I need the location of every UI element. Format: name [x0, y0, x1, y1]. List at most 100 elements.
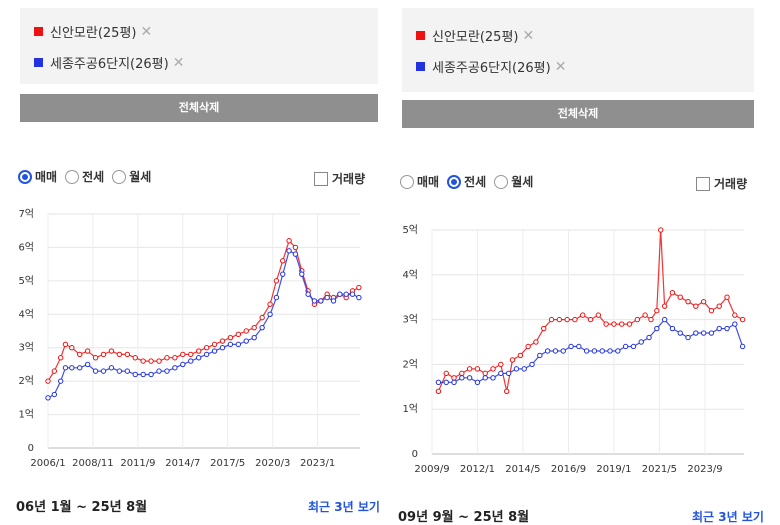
- data-point[interactable]: [459, 375, 465, 381]
- data-point[interactable]: [607, 348, 613, 354]
- checkbox[interactable]: [314, 171, 328, 186]
- data-point[interactable]: [716, 303, 722, 309]
- radio-monthly[interactable]: 월세: [494, 173, 533, 190]
- data-point[interactable]: [330, 298, 337, 304]
- data-point[interactable]: [100, 351, 107, 358]
- data-point[interactable]: [235, 331, 242, 338]
- data-point[interactable]: [739, 316, 746, 323]
- data-point[interactable]: [273, 278, 280, 284]
- data-point[interactable]: [685, 334, 691, 341]
- data-point[interactable]: [69, 365, 75, 371]
- volume-toggle[interactable]: 거래량: [314, 170, 365, 187]
- data-point[interactable]: [156, 368, 162, 374]
- data-point[interactable]: [587, 316, 594, 323]
- data-point[interactable]: [62, 365, 69, 371]
- data-point[interactable]: [661, 316, 668, 323]
- data-point[interactable]: [132, 371, 138, 378]
- data-point[interactable]: [669, 290, 676, 296]
- data-point[interactable]: [251, 334, 257, 341]
- data-point[interactable]: [521, 366, 527, 372]
- data-point[interactable]: [100, 368, 107, 374]
- data-point[interactable]: [685, 298, 691, 305]
- data-point[interactable]: [572, 316, 578, 323]
- data-point[interactable]: [693, 303, 699, 309]
- data-point[interactable]: [525, 343, 531, 350]
- data-point[interactable]: [180, 361, 186, 368]
- data-point[interactable]: [188, 351, 194, 358]
- data-point[interactable]: [227, 334, 234, 341]
- data-point[interactable]: [57, 378, 64, 384]
- data-point[interactable]: [124, 368, 131, 374]
- close-icon[interactable]: ✕: [140, 23, 153, 40]
- data-point[interactable]: [576, 343, 582, 350]
- data-point[interactable]: [195, 355, 202, 361]
- data-point[interactable]: [243, 328, 249, 334]
- data-point[interactable]: [498, 361, 504, 368]
- data-point[interactable]: [251, 324, 257, 331]
- data-point[interactable]: [724, 325, 730, 332]
- data-point[interactable]: [648, 316, 654, 323]
- data-point[interactable]: [443, 370, 449, 377]
- data-point[interactable]: [451, 375, 457, 381]
- data-point[interactable]: [211, 348, 218, 354]
- data-point[interactable]: [591, 348, 598, 354]
- data-point[interactable]: [490, 375, 496, 381]
- data-point[interactable]: [482, 375, 488, 381]
- data-point[interactable]: [124, 351, 131, 358]
- data-point[interactable]: [482, 370, 488, 377]
- data-point[interactable]: [45, 395, 51, 401]
- data-point[interactable]: [164, 368, 170, 374]
- data-point[interactable]: [474, 366, 481, 372]
- data-point[interactable]: [603, 321, 609, 327]
- data-point[interactable]: [560, 348, 566, 354]
- data-point[interactable]: [45, 378, 51, 384]
- data-point[interactable]: [466, 375, 473, 381]
- data-point[interactable]: [451, 379, 457, 386]
- data-point[interactable]: [51, 391, 58, 398]
- data-point[interactable]: [580, 312, 586, 318]
- data-point[interactable]: [724, 294, 730, 300]
- data-point[interactable]: [267, 311, 273, 317]
- radio-sale[interactable]: 매매: [400, 173, 439, 190]
- data-point[interactable]: [349, 291, 356, 297]
- data-point[interactable]: [646, 334, 652, 341]
- radio-jeonse[interactable]: 전세: [447, 173, 486, 190]
- data-point[interactable]: [92, 368, 99, 374]
- checkbox[interactable]: [696, 176, 710, 191]
- data-point[interactable]: [498, 370, 504, 377]
- data-point[interactable]: [273, 294, 280, 301]
- data-point[interactable]: [311, 298, 318, 304]
- data-point[interactable]: [243, 338, 249, 344]
- data-point[interactable]: [474, 379, 481, 386]
- data-point[interactable]: [505, 370, 512, 377]
- data-point[interactable]: [700, 298, 707, 305]
- data-point[interactable]: [732, 321, 738, 327]
- data-point[interactable]: [654, 307, 660, 314]
- data-point[interactable]: [630, 343, 637, 350]
- data-point[interactable]: [517, 352, 524, 359]
- data-point[interactable]: [642, 312, 648, 318]
- data-point[interactable]: [164, 355, 170, 361]
- data-point[interactable]: [108, 348, 115, 354]
- data-point[interactable]: [280, 258, 286, 264]
- data-point[interactable]: [466, 366, 473, 372]
- data-point[interactable]: [172, 365, 178, 371]
- data-point[interactable]: [732, 312, 738, 318]
- data-point[interactable]: [638, 339, 644, 345]
- data-point[interactable]: [552, 348, 559, 354]
- data-point[interactable]: [669, 325, 676, 332]
- data-point[interactable]: [677, 294, 683, 300]
- data-point[interactable]: [490, 366, 496, 372]
- data-point[interactable]: [286, 238, 292, 244]
- data-point[interactable]: [583, 348, 590, 354]
- data-point[interactable]: [108, 365, 115, 371]
- data-point[interactable]: [116, 368, 123, 374]
- data-point[interactable]: [619, 321, 625, 327]
- data-point[interactable]: [708, 307, 715, 314]
- data-point[interactable]: [132, 355, 138, 361]
- data-point[interactable]: [318, 298, 324, 304]
- data-point[interactable]: [267, 301, 273, 307]
- data-point[interactable]: [235, 341, 242, 348]
- data-point[interactable]: [203, 351, 210, 358]
- data-point[interactable]: [509, 357, 516, 363]
